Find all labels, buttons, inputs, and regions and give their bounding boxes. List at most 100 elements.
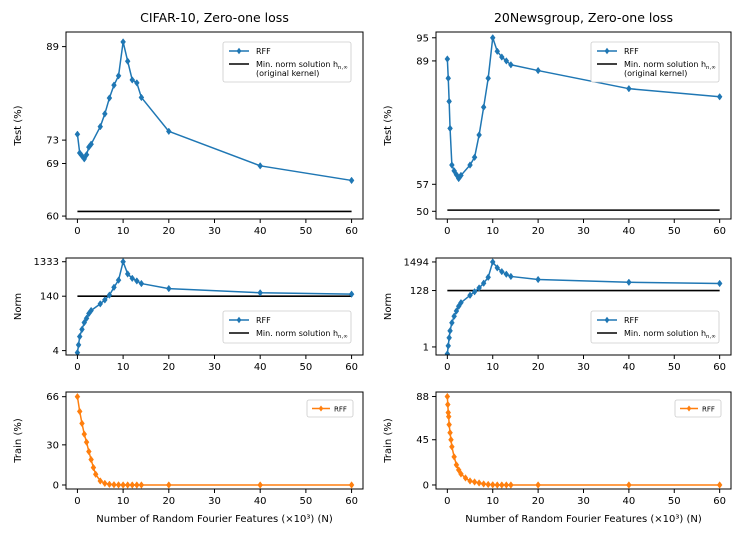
data-point	[626, 84, 632, 93]
x-tick-label: 40	[254, 496, 267, 507]
panel-title: 20Newsgroup, Zero-one loss	[494, 10, 673, 25]
plot-area	[74, 392, 355, 489]
x-tick-label: 0	[444, 226, 450, 237]
x-tick-label: 10	[117, 362, 130, 373]
data-point	[453, 461, 460, 469]
data-point	[83, 438, 90, 446]
x-tick-label: 50	[668, 496, 681, 507]
x-tick-label: 0	[444, 362, 450, 373]
y-tick-label: 0	[423, 480, 429, 491]
panel-news-norm: 0 10 20 30 40 50 60 1 128 1494 Norm RFF Min. norm so…	[383, 257, 732, 373]
data-point	[83, 314, 90, 323]
data-point	[129, 76, 136, 84]
data-point	[102, 110, 108, 118]
data-point	[102, 296, 108, 304]
data-point	[138, 93, 145, 102]
x-tick-label: 10	[486, 496, 499, 507]
data-point	[97, 122, 104, 131]
data-point	[138, 279, 145, 288]
legend-box	[590, 41, 720, 83]
data-point	[449, 319, 455, 327]
legend-label-min-norm: Min. norm solution hn,∞	[624, 329, 716, 340]
data-point	[485, 74, 491, 82]
x-tick-label: 60	[345, 362, 358, 373]
data-point	[120, 481, 126, 489]
y-tick-label: 1494	[404, 257, 429, 268]
data-point	[74, 392, 81, 401]
x-tick-label: 40	[623, 496, 636, 507]
axes-frame	[435, 257, 732, 356]
y-axis-label: Norm	[383, 293, 394, 320]
x-tick-label: 20	[532, 362, 545, 373]
x-tick-label: 20	[162, 362, 175, 373]
x-tick-label: 50	[300, 362, 313, 373]
y-axis-label: Train (%)	[383, 418, 394, 464]
data-point	[508, 481, 514, 489]
legend-label-original-kernel: (original kernel)	[624, 69, 687, 78]
x-tick-label: 20	[532, 226, 545, 237]
y-tick-label: 1	[423, 342, 429, 353]
data-point	[257, 289, 263, 297]
data-point	[81, 155, 88, 163]
data-point	[467, 161, 473, 169]
x-tick-label: 30	[577, 362, 590, 373]
y-tick-label: 88	[416, 392, 429, 403]
plot-area	[444, 34, 723, 211]
data-point	[79, 325, 85, 334]
y-axis-label: Train (%)	[13, 418, 24, 464]
data-point	[120, 258, 126, 266]
data-point	[471, 288, 478, 296]
y-tick-label: 69	[46, 159, 59, 170]
data-point	[124, 57, 131, 65]
x-tick-label: 10	[486, 362, 499, 373]
legend: RFF	[306, 399, 354, 418]
data-point	[716, 93, 723, 101]
y-tick-label: 89	[416, 56, 429, 67]
data-point	[716, 481, 723, 489]
data-point	[106, 94, 113, 102]
data-point	[257, 481, 263, 489]
data-point	[74, 130, 81, 138]
data-point	[494, 47, 501, 55]
plot-area	[74, 258, 355, 355]
x-axis-label: Number of Random Fourier Features (×10³)…	[96, 514, 333, 525]
legend-box	[590, 310, 720, 344]
data-point	[480, 480, 487, 488]
y-tick-label: 0	[53, 480, 59, 491]
x-tick-label: 60	[345, 226, 358, 237]
legend-swatch-marker	[318, 405, 324, 412]
x-tick-label: 10	[117, 226, 130, 237]
data-point	[489, 258, 496, 266]
data-point	[348, 290, 355, 298]
data-point	[111, 283, 117, 292]
x-tick-label: 0	[74, 362, 80, 373]
data-point	[489, 481, 496, 489]
data-point	[455, 466, 462, 474]
data-point	[88, 455, 94, 464]
data-point	[115, 481, 122, 489]
data-point	[81, 430, 88, 438]
data-point	[97, 300, 104, 308]
x-tick-label: 50	[668, 226, 681, 237]
data-point	[348, 481, 355, 489]
legend: RFF Min. norm solution hn,∞(original kern…	[222, 41, 352, 83]
data-point	[471, 478, 478, 486]
data-point	[471, 153, 478, 162]
data-point	[485, 273, 491, 281]
data-point	[448, 436, 454, 444]
data-point	[446, 334, 452, 342]
x-tick-label: 40	[623, 362, 636, 373]
y-tick-label: 128	[410, 286, 429, 297]
y-tick-label: 1333	[34, 257, 59, 268]
data-point	[451, 312, 457, 320]
x-tick-label: 30	[577, 226, 590, 237]
x-axis-label: Number of Random Fourier Features (×10³)…	[465, 514, 702, 525]
data-point	[111, 481, 117, 489]
plot-area	[444, 392, 723, 489]
y-tick-label: 4	[53, 346, 59, 357]
data-point	[503, 270, 510, 278]
y-tick-label: 140	[40, 292, 59, 303]
data-point	[458, 171, 464, 180]
data-point	[348, 176, 355, 185]
y-axis-label: Test (%)	[13, 105, 24, 146]
